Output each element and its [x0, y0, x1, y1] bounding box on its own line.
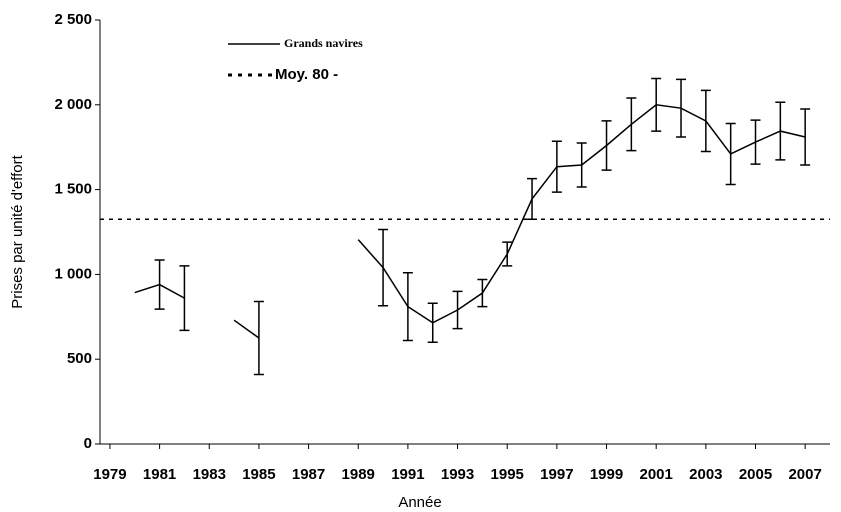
x-axis-title: Année [398, 494, 441, 511]
legend-label: Moy. 80 - [275, 66, 338, 83]
error-bar [576, 142, 587, 188]
x-tick-label: 1991 [391, 466, 424, 483]
error-bar [775, 101, 786, 161]
x-tick-label: 1981 [143, 466, 176, 483]
error-bar [651, 77, 662, 132]
error-bar [154, 259, 165, 310]
error-bar [725, 122, 736, 186]
error-bar [676, 78, 687, 138]
y-tick-label: 2 500 [54, 11, 92, 28]
error-bar [427, 302, 438, 343]
x-tick-label: 1995 [491, 466, 524, 483]
x-tick-label: 2001 [640, 466, 673, 483]
error-bar [402, 271, 413, 342]
error-bar [626, 97, 637, 152]
x-tick-label: 1987 [292, 466, 325, 483]
error-bar [378, 228, 389, 307]
y-tick-label: 500 [67, 350, 92, 367]
x-tick-label: 2005 [739, 466, 772, 483]
x-tick-label: 2007 [788, 466, 821, 483]
x-tick-label: 1997 [540, 466, 573, 483]
series-line [134, 104, 806, 339]
y-tick-label: 2 000 [54, 96, 92, 113]
legend-label: Grands navires [284, 36, 363, 50]
error-bar [452, 290, 463, 330]
y-tick-label: 0 [84, 435, 92, 452]
error-bar [527, 177, 538, 221]
error-bar [601, 120, 612, 171]
x-tick-label: 1989 [342, 466, 375, 483]
error-bar [800, 108, 811, 166]
y-axis-title: Prises par unité d'effort [9, 154, 26, 308]
error-bar [502, 241, 513, 267]
x-tick-label: 1979 [93, 466, 126, 483]
error-bar [750, 119, 761, 165]
y-tick-label: 1 000 [54, 265, 92, 282]
x-tick-label: 1985 [242, 466, 275, 483]
x-tick-label: 1999 [590, 466, 623, 483]
x-tick-label: 2003 [689, 466, 722, 483]
error-bar [551, 140, 562, 193]
error-bar [700, 89, 711, 153]
y-tick-label: 1 500 [54, 181, 92, 198]
x-tick-label: 1993 [441, 466, 474, 483]
error-bar [253, 300, 264, 376]
error-bar [179, 265, 190, 332]
error-bar [477, 278, 488, 308]
x-tick-label: 1983 [193, 466, 226, 483]
